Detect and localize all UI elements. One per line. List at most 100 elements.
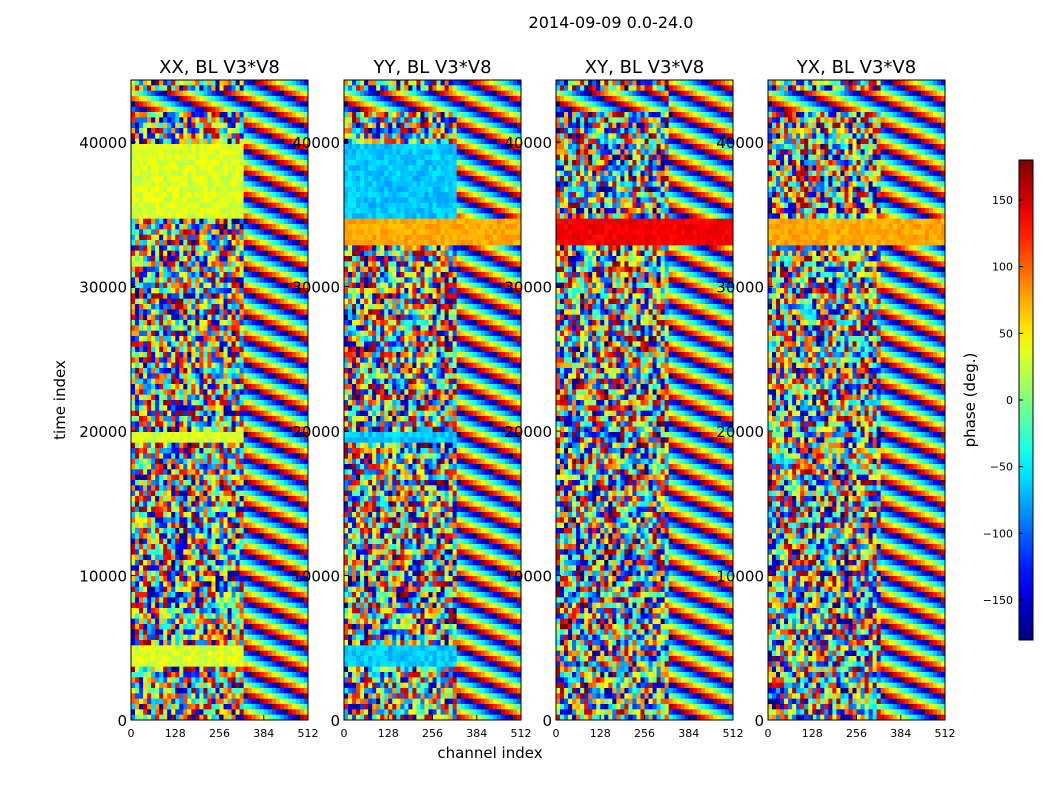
heatmap-cell [299, 512, 305, 518]
heatmap-cell [227, 405, 232, 412]
heatmap-cell [231, 645, 236, 652]
heatmap-cell [275, 256, 281, 262]
heatmap-cell [279, 640, 285, 646]
heatmap-cell [275, 608, 281, 614]
heatmap-cell [203, 181, 208, 188]
heatmap-cell [243, 224, 249, 230]
heatmap-cell [299, 352, 305, 358]
heatmap-cell [271, 277, 277, 284]
heatmap-cell [191, 538, 196, 545]
heatmap-cell [251, 325, 257, 332]
heatmap-cell [243, 528, 249, 534]
heatmap-cell [295, 240, 301, 246]
heatmap-cell [267, 634, 273, 641]
heatmap-cell [215, 517, 220, 524]
heatmap-cell [143, 384, 148, 390]
heatmap-cell [195, 176, 200, 182]
heatmap-cell [139, 437, 144, 444]
heatmap-cell [147, 570, 152, 577]
heatmap-cell [167, 229, 172, 236]
heatmap-cell [303, 421, 308, 428]
heatmap-cell [179, 656, 184, 662]
heatmap-cell [243, 240, 249, 246]
heatmap-cell [179, 186, 184, 193]
heatmap-cell [291, 128, 297, 134]
heatmap-cell [147, 218, 152, 225]
heatmap-cell [239, 538, 245, 545]
heatmap-cell [207, 192, 212, 198]
heatmap-cell [231, 240, 236, 246]
heatmap-cell [247, 474, 253, 481]
heatmap-cell [215, 458, 220, 465]
heatmap-cell [247, 272, 253, 278]
heatmap-cell [247, 288, 253, 294]
heatmap-cell [231, 170, 236, 177]
heatmap-cell [263, 549, 269, 556]
heatmap-cell [275, 666, 281, 673]
heatmap-cell [259, 325, 265, 332]
heatmap-cell [191, 202, 196, 209]
heatmap-cell [283, 250, 289, 257]
heatmap-cell [279, 202, 285, 209]
heatmap-cell [251, 160, 257, 166]
heatmap-cell [255, 426, 261, 433]
heatmap-cell [143, 469, 148, 476]
heatmap-cell [259, 672, 265, 678]
heatmap-cell [231, 218, 236, 225]
heatmap-cell [179, 522, 184, 529]
heatmap-cell [251, 304, 257, 310]
heatmap-cell [143, 490, 148, 497]
heatmap-cell [219, 240, 224, 246]
heatmap-cell [227, 336, 232, 342]
heatmap-cell [187, 224, 192, 230]
heatmap-cell [247, 149, 253, 156]
heatmap-cell [183, 586, 188, 593]
heatmap-cell [159, 144, 164, 150]
heatmap-cell [135, 266, 140, 273]
heatmap-cell [159, 384, 164, 390]
heatmap-cell [255, 522, 261, 529]
heatmap-cell [183, 629, 188, 636]
heatmap-cell [303, 522, 308, 529]
heatmap-cell [139, 661, 144, 668]
heatmap-cell [167, 410, 172, 417]
heatmap-cell [235, 512, 241, 518]
heatmap-cell [287, 298, 293, 305]
heatmap-cell [191, 677, 196, 684]
heatmap-cell [271, 250, 277, 257]
heatmap-cell [155, 618, 160, 625]
heatmap-cell [211, 138, 216, 145]
heatmap-cell [251, 485, 257, 492]
heatmap-cell [155, 256, 160, 262]
heatmap-cell [195, 96, 200, 102]
heatmap-cell [139, 96, 144, 102]
heatmap-cell [199, 80, 204, 86]
heatmap-cell [247, 133, 253, 140]
heatmap-cell [171, 426, 176, 433]
heatmap-cell [227, 576, 232, 582]
heatmap-cell [195, 421, 200, 428]
heatmap-cell [239, 346, 245, 353]
heatmap-cell [275, 661, 281, 668]
heatmap-cell [303, 234, 308, 241]
heatmap-cell [247, 314, 253, 321]
heatmap-cell [219, 165, 224, 172]
heatmap-cell [239, 298, 245, 305]
heatmap-cell [291, 202, 297, 209]
heatmap-cell [219, 581, 224, 588]
heatmap-cell [215, 192, 220, 198]
heatmap-cell [259, 549, 265, 556]
heatmap-cell [139, 533, 144, 540]
heatmap-cell [155, 666, 160, 673]
heatmap-cell [135, 128, 140, 134]
heatmap-cell [183, 682, 188, 689]
heatmap-cell [167, 640, 172, 646]
heatmap-cell [291, 261, 297, 268]
heatmap-cell [259, 592, 265, 598]
heatmap-cell [171, 256, 176, 262]
heatmap-cell [135, 357, 140, 364]
heatmap-cell [171, 624, 176, 630]
heatmap-cell [247, 576, 253, 582]
heatmap-cell [155, 501, 160, 508]
heatmap-cell [259, 677, 265, 684]
